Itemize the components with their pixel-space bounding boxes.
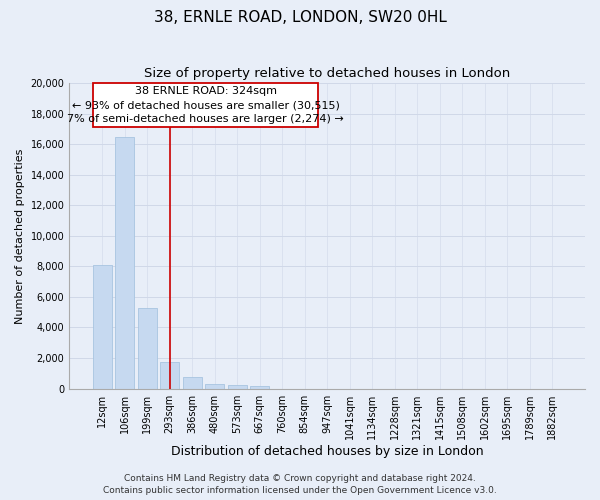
X-axis label: Distribution of detached houses by size in London: Distribution of detached houses by size … (171, 444, 484, 458)
Text: 38 ERNLE ROAD: 324sqm
← 93% of detached houses are smaller (30,515)
7% of semi-d: 38 ERNLE ROAD: 324sqm ← 93% of detached … (67, 86, 344, 124)
Title: Size of property relative to detached houses in London: Size of property relative to detached ho… (144, 68, 510, 80)
FancyBboxPatch shape (93, 83, 318, 128)
Bar (160, 362, 179, 388)
Text: Contains HM Land Registry data © Crown copyright and database right 2024.
Contai: Contains HM Land Registry data © Crown c… (103, 474, 497, 495)
Bar (115, 136, 134, 388)
Text: 38, ERNLE ROAD, LONDON, SW20 0HL: 38, ERNLE ROAD, LONDON, SW20 0HL (154, 10, 446, 25)
Y-axis label: Number of detached properties: Number of detached properties (15, 148, 25, 324)
Bar (182, 377, 202, 388)
Bar (250, 386, 269, 388)
Bar (227, 385, 247, 388)
Bar (93, 265, 112, 388)
Bar (138, 308, 157, 388)
Bar (205, 384, 224, 388)
